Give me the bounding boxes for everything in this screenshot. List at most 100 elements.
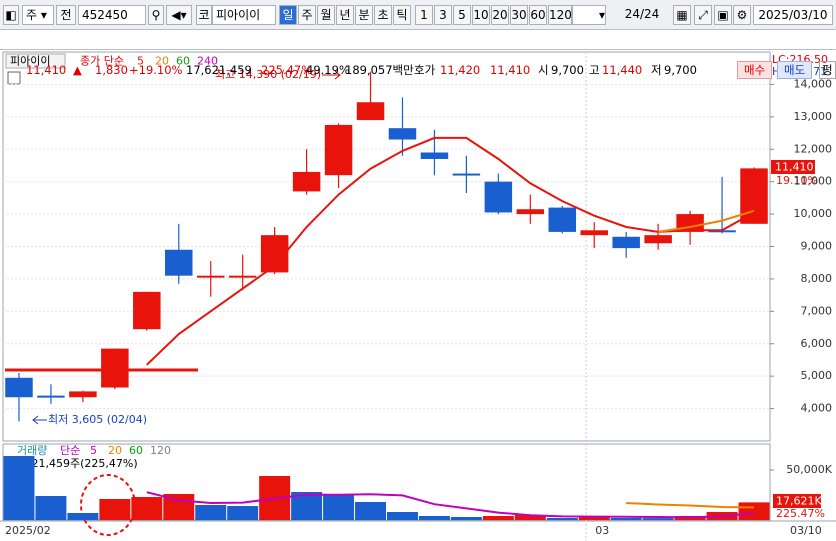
- price-panel: [2, 51, 771, 442]
- change: 1,830: [95, 63, 128, 77]
- tool[interactable]: ▦: [673, 5, 691, 25]
- candle-body: [196, 275, 225, 278]
- arrow: ▲: [73, 63, 82, 77]
- candle-body: [580, 230, 608, 236]
- period-button[interactable]: 5: [453, 5, 471, 25]
- volume-bar: [674, 516, 706, 520]
- volume-bar: [387, 512, 418, 520]
- sell-button[interactable]: 매도: [777, 61, 813, 79]
- moving-average: [657, 209, 755, 233]
- candle-body: [516, 209, 545, 215]
- scope[interactable]: 전: [56, 5, 76, 25]
- moving-average: [146, 491, 755, 519]
- stock-name: 피아이이: [212, 5, 276, 25]
- legend-entry: 20: [108, 444, 122, 457]
- period-button[interactable]: 일: [279, 5, 297, 25]
- code-input[interactable]: 452450: [78, 5, 146, 25]
- candle-body: [452, 173, 481, 176]
- period-button[interactable]: 분: [355, 5, 373, 25]
- period-button[interactable]: 주: [298, 5, 316, 25]
- candle-body: [5, 377, 33, 398]
- volume-bar: [131, 497, 163, 520]
- y-tick-label: 8,000: [801, 272, 833, 285]
- volume-info: 17,621,459주(225,47%): [7, 457, 138, 470]
- legend-entry: 60: [129, 444, 143, 457]
- period-button[interactable]: 30: [510, 5, 528, 25]
- extra-button[interactable]: 펑: [819, 61, 836, 79]
- candle-body: [165, 249, 193, 276]
- volume-bar: [706, 512, 738, 520]
- speaker[interactable]: ◀▾: [166, 5, 192, 25]
- last-change: 19.10%: [776, 174, 818, 187]
- period-button[interactable]: 월: [317, 5, 335, 25]
- moving-average: [146, 136, 755, 366]
- high: 11,440: [602, 63, 643, 77]
- quote-bar: 11,410 ▲ 1,830 +19.10% 17,621,459 225.47…: [0, 30, 836, 79]
- volume-bar: [514, 515, 546, 520]
- volume-bar: [99, 499, 131, 520]
- volume-bar: [163, 494, 195, 520]
- volume-bar: [578, 517, 610, 520]
- ask: 11,420: [440, 63, 481, 77]
- last-price: 11,410: [775, 161, 814, 174]
- low-annotation: 최저 3,605 (02/04): [48, 413, 147, 426]
- high-label: 고: [589, 63, 600, 77]
- period-button[interactable]: 틱: [393, 5, 411, 25]
- candle-body: [101, 348, 129, 388]
- candle-body: [740, 168, 768, 224]
- save[interactable]: ▣: [714, 5, 732, 25]
- grid-icon[interactable]: [7, 71, 21, 85]
- count[interactable]: 24: [624, 7, 640, 21]
- market-select[interactable]: 주 ▾: [22, 5, 54, 25]
- y-tick-label: 6,000: [801, 337, 833, 350]
- open-label: 시: [538, 63, 549, 77]
- tool[interactable]: ⤢: [694, 5, 712, 25]
- last-volume-pct: 225.47%: [776, 507, 825, 520]
- market: 주: [26, 8, 38, 22]
- legend-entry: 5: [90, 444, 97, 457]
- buy-button[interactable]: 매수: [737, 61, 773, 79]
- date[interactable]: 2025/03/10: [753, 5, 833, 25]
- settings[interactable]: ⚙: [733, 5, 751, 25]
- candle-body: [484, 181, 513, 213]
- y-tick-label: 10,000: [794, 207, 833, 220]
- candle-body: [612, 236, 640, 249]
- search[interactable]: ⚲: [148, 5, 164, 25]
- toolbar: ◧ 주 ▾ 전 452450 ⚲ ◀▾ 코 피아이이 일 주 월 년 분 초 틱 1 3 5 10 2…: [0, 0, 836, 30]
- period-button[interactable]: 년: [336, 5, 354, 25]
- volume-bar: [291, 492, 323, 520]
- y-tick-label: 50,000K: [786, 463, 832, 476]
- candle-body: [69, 391, 97, 398]
- period-button[interactable]: 3: [434, 5, 452, 25]
- y-tick-label: 11,000: [794, 175, 833, 188]
- period-button[interactable]: 120: [548, 5, 572, 25]
- period-button[interactable]: 20: [491, 5, 509, 25]
- period-button[interactable]: 초: [374, 5, 392, 25]
- amount: 189,057백만: [345, 63, 414, 77]
- period-button[interactable]: 10: [472, 5, 490, 25]
- volume-panel: [2, 443, 771, 521]
- volume-bar: [450, 517, 482, 520]
- period-button[interactable]: 1: [415, 5, 433, 25]
- volume-bar: [35, 496, 67, 520]
- turnover: 49.19%: [306, 63, 350, 77]
- candle-body: [388, 128, 417, 140]
- candle-body: [260, 235, 289, 273]
- volume-bar: [482, 516, 514, 520]
- ask-label: 호가: [414, 63, 436, 77]
- period-button[interactable]: 60: [529, 5, 547, 25]
- ma-label: 단순: [60, 444, 80, 457]
- moving-average: [626, 502, 755, 509]
- volume: 17,621,459: [186, 63, 252, 77]
- legend-entry: 120: [150, 444, 171, 457]
- x-tick-label: 03/10: [790, 524, 822, 537]
- candle-body: [420, 152, 449, 159]
- icon[interactable]: ◧: [3, 5, 19, 25]
- candle-body: [548, 207, 577, 232]
- last-volume: 17,621K: [776, 495, 822, 508]
- exchange: 코: [196, 5, 212, 25]
- dropdown[interactable]: ▾: [572, 5, 606, 25]
- y-tick-label: 13,000: [794, 110, 833, 123]
- volume-title: 거래량: [17, 444, 47, 457]
